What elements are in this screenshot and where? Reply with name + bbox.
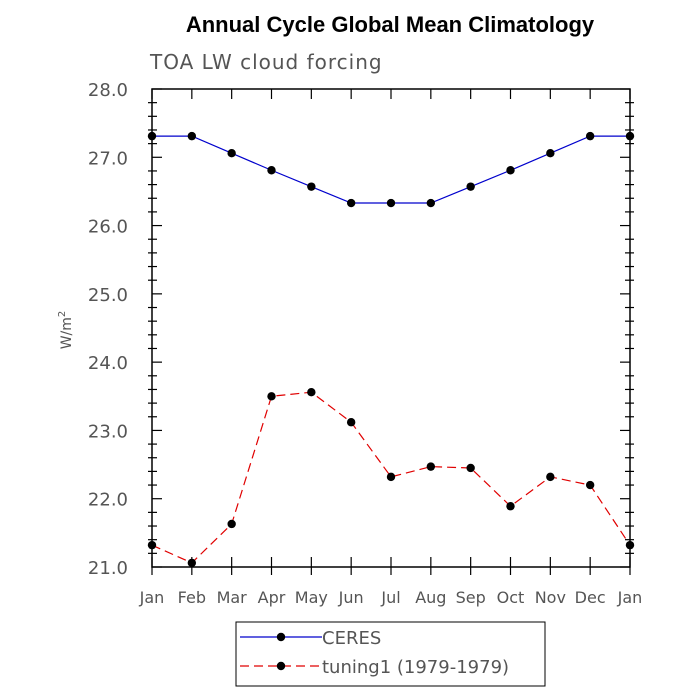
data-point-tuning1 [147,540,157,550]
y-tick-label: 23.0 [88,421,128,442]
x-tick-label: Mar [217,588,248,607]
y-axis-label-text: W/m2 [57,311,75,350]
series-layer [147,131,635,568]
plot-frame [151,88,631,568]
data-point-ceres [147,131,157,141]
y-tick-label: 22.0 [88,490,128,511]
x-tick-label: Jul [380,588,400,607]
data-point-ceres [346,198,356,208]
data-point-ceres [466,182,475,191]
data-point-tuning1 [386,472,396,482]
data-point-tuning1 [625,540,635,550]
data-point-tuning1 [585,480,595,490]
x-tick-label: Sep [456,588,486,607]
data-point-ceres [585,131,595,141]
data-point-ceres [546,148,555,158]
data-point-tuning1 [506,502,515,511]
data-point-ceres [625,131,635,141]
axes: 21.0 22.0 23.0 24.0 25.0 26.0 27.0 28.0 Jan Feb Ma… [88,80,642,607]
data-point-ceres [426,198,436,208]
chart-title: Annual Cycle Global Mean Climatology [186,12,595,37]
chart-subtitle: TOA LW cloud forcing [149,50,383,74]
data-point-tuning1 [546,472,555,482]
y-tick-label: 27.0 [88,148,128,169]
x-tick-label: May [295,588,328,607]
x-tick-label: Jan [139,588,165,607]
data-point-ceres [227,148,236,158]
y-axis-label-superscript: 2 [57,311,68,317]
y-axis-label-base: W/m [59,317,75,349]
legend-label-tuning1: tuning1 (1979-1979) [322,657,509,678]
y-tick-label: 28.0 [88,80,128,101]
x-tick-label: Nov [535,588,566,607]
y-tick-label: 26.0 [88,217,128,238]
x-tick-label: Aug [415,588,446,607]
data-point-ceres [307,182,316,191]
legend: CERES tuning1 (1979-1979) [235,621,546,687]
data-point-tuning1 [187,558,197,568]
x-tick-label: Jan [617,588,643,607]
x-tick-label: Dec [575,588,606,607]
y-tick-label: 24.0 [88,353,128,374]
legend-label-ceres: CERES [322,628,381,649]
data-point-tuning1 [426,462,436,471]
data-point-ceres [267,166,276,175]
legend-box [235,621,546,687]
series-line-ceres [152,135,630,204]
x-tick-label: Jun [338,588,364,607]
data-point-tuning1 [346,418,356,427]
data-point-tuning1 [307,387,316,397]
data-point-tuning1 [227,519,236,529]
legend-marker-ceres [276,632,286,642]
x-tick-label: Oct [497,588,525,607]
y-tick-label: 25.0 [88,285,128,306]
data-point-ceres [187,131,197,141]
x-tick-label: Apr [258,588,286,607]
data-point-tuning1 [466,463,475,473]
data-point-tuning1 [267,392,276,401]
legend-marker-tuning1 [276,661,286,671]
data-point-ceres [386,198,396,208]
x-tick-label: Feb [178,588,206,607]
data-point-ceres [506,166,515,175]
y-axis-label: W/m2 [57,311,75,350]
y-tick-label: 21.0 [88,558,128,579]
